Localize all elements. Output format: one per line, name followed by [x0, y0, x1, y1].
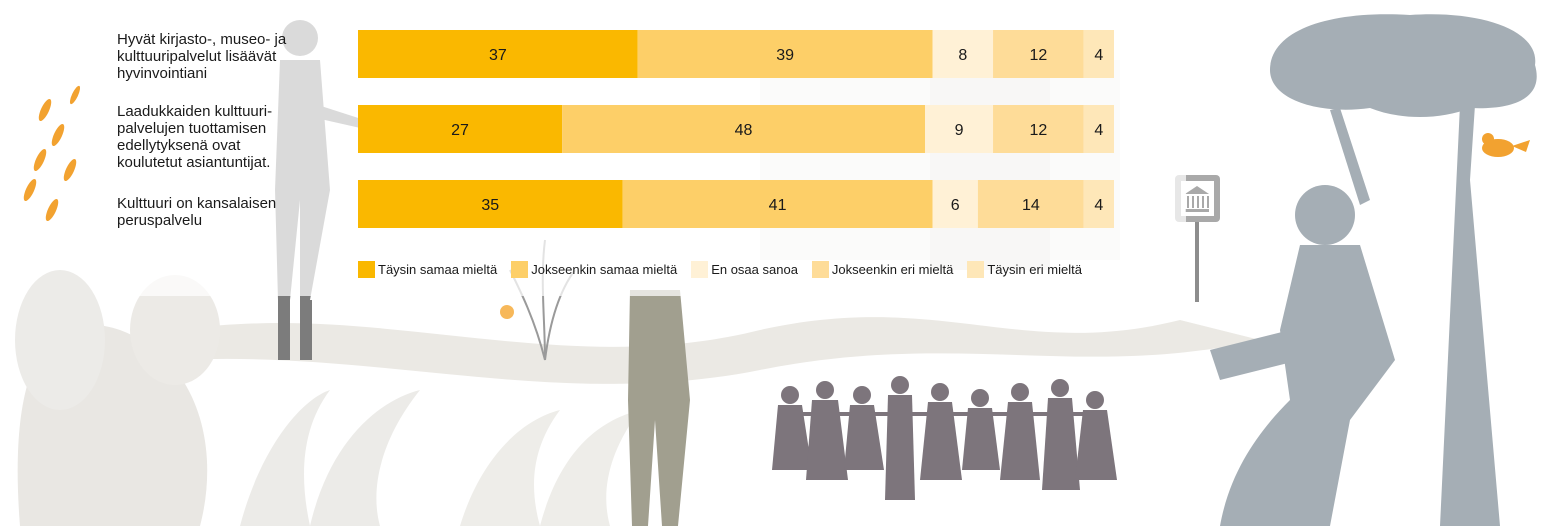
category-label: Kulttuuri on kansalaisen peruspalvelu — [117, 195, 277, 229]
legend-item: Täysin samaa mieltä — [358, 260, 498, 278]
museum-icon — [1185, 186, 1209, 212]
reading-boy-silhouette — [1210, 185, 1395, 526]
bar-segment — [993, 30, 1084, 78]
bar-segment — [622, 180, 933, 228]
bar-segment — [637, 30, 933, 78]
legend-item: Jokseenkin eri mieltä — [811, 260, 954, 278]
data-label: 37 — [489, 47, 507, 64]
left-bush-shape-2 — [130, 275, 220, 385]
legend-swatch — [511, 260, 529, 278]
data-label: 4 — [1094, 197, 1103, 214]
left-bush-shape — [15, 270, 105, 410]
bar-segment — [977, 180, 1084, 228]
dancing-children-silhouettes — [772, 376, 1117, 500]
legend-swatch — [811, 260, 829, 278]
legend-label: Jokseenkin samaa mieltä — [531, 261, 678, 277]
legend-item: En osaa sanoa — [691, 260, 798, 278]
legend-label: En osaa sanoa — [711, 261, 798, 277]
legend-item: Täysin eri mieltä — [967, 260, 1082, 278]
background-path-shape — [180, 317, 1260, 384]
bar-segment — [358, 180, 623, 228]
bar-segment — [1083, 30, 1114, 78]
bar-segment — [932, 180, 978, 228]
data-label: 12 — [1030, 122, 1048, 139]
bar-segment — [358, 105, 563, 153]
data-label: 4 — [1094, 47, 1103, 64]
data-label: 8 — [958, 47, 967, 64]
data-label: 6 — [951, 197, 960, 214]
legend-swatch — [358, 260, 375, 278]
data-label: 41 — [769, 197, 787, 214]
orange-flower — [500, 305, 514, 319]
bar-segment — [1083, 105, 1114, 153]
bar-segment — [932, 30, 994, 78]
orange-bird — [1482, 133, 1530, 157]
data-label: 35 — [481, 197, 499, 214]
data-label: 48 — [735, 122, 753, 139]
data-label: 9 — [955, 122, 964, 139]
legend-swatch — [967, 260, 985, 278]
legend-label: Täysin eri mieltä — [987, 261, 1082, 277]
bar-segment — [562, 105, 925, 153]
legend-item: Jokseenkin samaa mieltä — [511, 260, 678, 278]
sign-post — [1195, 222, 1199, 302]
data-label: 12 — [1030, 47, 1048, 64]
legend-label: Jokseenkin eri mieltä — [831, 261, 954, 277]
orange-leaves-decoration — [23, 85, 81, 222]
legend-swatch — [691, 260, 709, 278]
chart-legend: Täysin samaa mieltä Jokseenkin samaa mie… — [358, 259, 1082, 279]
fern-shape — [240, 390, 420, 526]
bar-segment — [925, 105, 994, 153]
category-label: Laadukkaiden kulttuuri- palvelujen tuott… — [117, 103, 273, 171]
category-label: Hyvät kirjasto-, museo- ja kulttuuripalv… — [117, 31, 287, 82]
data-label: 27 — [451, 122, 469, 139]
bar-segment — [1083, 180, 1114, 228]
tree-silhouette — [1270, 14, 1537, 526]
data-label: 14 — [1022, 197, 1040, 214]
data-label: 39 — [776, 47, 794, 64]
bar-segment — [993, 105, 1084, 153]
bar-segment — [358, 30, 638, 78]
fern-shape-2 — [460, 410, 640, 526]
data-label: 4 — [1094, 122, 1103, 139]
standing-person-center-silhouette — [628, 290, 690, 526]
legend-label: Täysin samaa mieltä — [378, 261, 498, 277]
